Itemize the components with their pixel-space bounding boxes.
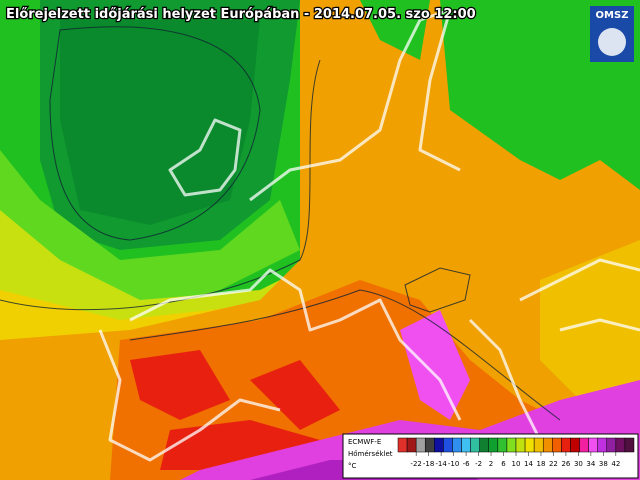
legend-tick-label: 14 bbox=[524, 460, 533, 468]
legend-swatch bbox=[397, 437, 408, 453]
map-title: Előrejelzett időjárási helyzet Európában… bbox=[6, 7, 476, 22]
legend-swatch bbox=[434, 437, 444, 453]
legend-tick-label: 26 bbox=[561, 460, 570, 468]
legend-swatch bbox=[588, 437, 598, 453]
coastline bbox=[98, 329, 281, 462]
legend-tick-label: -6 bbox=[463, 460, 471, 468]
legend-swatch bbox=[406, 437, 417, 453]
legend-swatch bbox=[524, 437, 535, 453]
legend-swatch bbox=[533, 437, 544, 453]
coastline bbox=[168, 118, 242, 197]
legend-tick-label: 30 bbox=[574, 460, 583, 468]
legend-tick-label: -10 bbox=[448, 460, 459, 468]
legend-swatch bbox=[488, 437, 499, 453]
legend-tick-label: 22 bbox=[549, 460, 558, 468]
legend-swatch bbox=[552, 437, 562, 453]
hungary-border bbox=[404, 267, 471, 313]
legend-tick-label: -18 bbox=[423, 460, 434, 468]
legend-model: ECMWF-E bbox=[348, 438, 381, 446]
legend-swatch bbox=[461, 437, 471, 453]
coastline bbox=[129, 268, 462, 421]
legend-tick-label: 2 bbox=[489, 460, 493, 468]
legend-tick-label: 38 bbox=[599, 460, 608, 468]
legend-swatch bbox=[452, 437, 462, 453]
legend: ECMWF-E Hőmérséklet °C -22 -18 -14 -10 -6 -2 2… bbox=[342, 433, 639, 479]
logo: OMSZ bbox=[590, 6, 634, 62]
legend-tick-label: -14 bbox=[435, 460, 447, 468]
legend-swatch bbox=[579, 437, 589, 453]
legend-tick-label: 6 bbox=[501, 460, 506, 468]
legend-quantity: Hőmérséklet bbox=[348, 449, 393, 458]
logo-emblem bbox=[598, 28, 626, 56]
legend-tick-label: -2 bbox=[475, 460, 482, 468]
coastline bbox=[249, 8, 461, 202]
legend-tick-label: 34 bbox=[586, 460, 595, 468]
legend-swatch bbox=[606, 437, 617, 453]
legend-swatch bbox=[497, 437, 508, 453]
legend-swatch bbox=[443, 437, 453, 453]
legend-tick-label: 18 bbox=[537, 460, 546, 468]
legend-swatch bbox=[597, 437, 608, 453]
cool-core bbox=[60, 20, 260, 225]
legend-swatch bbox=[424, 437, 435, 453]
legend-swatch bbox=[515, 437, 526, 453]
legend-tick-label: 10 bbox=[512, 460, 521, 468]
legend-swatch bbox=[561, 437, 571, 453]
isotherm bbox=[49, 26, 261, 241]
legend-swatch bbox=[506, 437, 517, 453]
isotherm bbox=[129, 289, 561, 421]
warm-band bbox=[0, 210, 310, 330]
cool-east bbox=[360, 0, 640, 180]
legend-swatch bbox=[570, 437, 580, 453]
warm-east bbox=[540, 240, 640, 400]
coastline bbox=[468, 258, 640, 441]
legend-swatch bbox=[615, 437, 626, 453]
isotherm bbox=[0, 59, 321, 311]
legend-tick-label: 42 bbox=[611, 460, 620, 468]
legend-swatch bbox=[415, 437, 426, 453]
legend-swatch bbox=[542, 437, 553, 453]
logo-text: OMSZ bbox=[596, 10, 629, 21]
legend-swatch bbox=[470, 437, 480, 453]
legend-tick-label: -22 bbox=[410, 460, 421, 468]
legend-swatch bbox=[479, 437, 490, 453]
legend-swatch bbox=[624, 437, 635, 453]
italy-heat bbox=[400, 310, 470, 420]
legend-unit: °C bbox=[348, 462, 357, 470]
